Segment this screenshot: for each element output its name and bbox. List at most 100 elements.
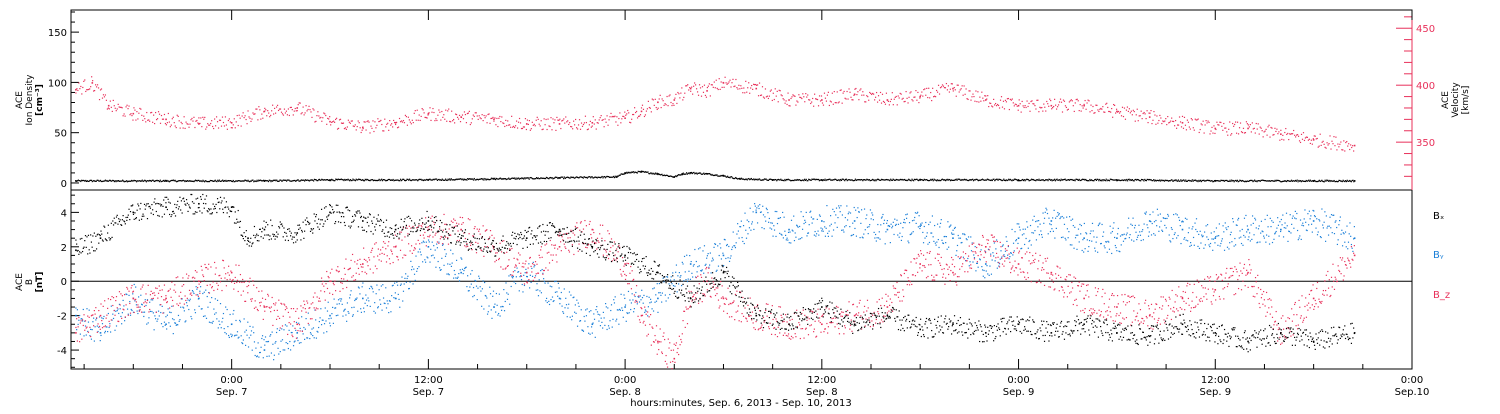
by-sample — [818, 235, 819, 236]
velocity-sample — [482, 114, 483, 115]
ion-density-sample — [494, 178, 495, 179]
ion-density-sample — [1354, 180, 1355, 181]
by-sample — [923, 242, 924, 243]
velocity-sample — [1330, 148, 1331, 149]
velocity-sample — [1133, 110, 1134, 111]
velocity-sample — [1233, 126, 1234, 127]
by-sample — [1145, 213, 1146, 214]
by-sample — [157, 318, 158, 319]
by-sample — [505, 301, 506, 302]
by-sample — [199, 291, 200, 292]
by-sample — [1164, 225, 1165, 226]
by-sample — [572, 316, 573, 317]
by-sample — [834, 211, 835, 212]
velocity-sample — [878, 95, 879, 96]
velocity-point — [132, 113, 134, 115]
by-sample — [268, 341, 269, 342]
by-sample — [1291, 224, 1292, 225]
velocity-sample — [707, 87, 708, 88]
by-sample — [1059, 218, 1060, 219]
by-sample — [142, 312, 143, 313]
by-sample — [262, 335, 263, 336]
by-sample — [497, 305, 498, 306]
bz-sample — [134, 312, 135, 313]
velocity-sample — [495, 124, 496, 125]
by-sample — [295, 330, 296, 331]
by-sample — [315, 319, 316, 320]
by-sample — [1056, 216, 1057, 217]
by-sample — [1272, 242, 1273, 243]
by-sample — [815, 235, 816, 236]
by-sample — [892, 226, 893, 227]
by-sample — [940, 223, 941, 224]
by-sample — [1340, 216, 1341, 217]
by-sample — [529, 287, 530, 288]
by-sample — [634, 308, 635, 309]
ion-density-sample — [436, 178, 437, 179]
by-sample — [433, 245, 434, 246]
velocity-sample — [681, 87, 682, 88]
by-sample — [191, 318, 192, 319]
velocity-sample — [158, 111, 159, 112]
by-sample — [604, 325, 605, 326]
by-sample — [501, 310, 502, 311]
by-sample — [804, 220, 805, 221]
by-sample — [455, 277, 456, 278]
by-sample — [774, 229, 775, 230]
by-sample — [372, 288, 373, 289]
velocity-sample — [1017, 106, 1018, 107]
velocity-sample — [1344, 150, 1345, 151]
by-sample — [1283, 236, 1284, 237]
by-sample — [734, 245, 735, 246]
ion-density-sample — [604, 176, 605, 177]
by-sample — [553, 300, 554, 301]
by-sample — [78, 320, 79, 321]
velocity-sample — [1153, 111, 1154, 112]
velocity-sample — [579, 119, 580, 120]
by-sample — [196, 286, 197, 287]
by-sample — [1135, 232, 1136, 233]
by-sample — [1020, 229, 1021, 230]
by-sample — [1297, 230, 1298, 231]
velocity-sample — [914, 96, 915, 97]
by-sample — [1268, 236, 1269, 237]
by-sample — [1161, 230, 1162, 231]
by-sample — [674, 279, 675, 280]
velocity-sample — [1324, 144, 1325, 145]
by-sample — [222, 318, 223, 319]
by-sample — [725, 258, 726, 259]
by-sample — [601, 318, 602, 319]
velocity-sample — [1025, 105, 1026, 106]
velocity-sample — [647, 108, 648, 109]
ion-density-sample — [844, 180, 845, 181]
by-sample — [107, 331, 108, 332]
velocity-sample — [594, 123, 595, 124]
by-sample — [92, 321, 93, 322]
velocity-sample — [1123, 116, 1124, 117]
velocity-sample — [1145, 113, 1146, 114]
by-sample — [308, 324, 309, 325]
velocity-sample — [725, 77, 726, 78]
velocity-sample — [1012, 98, 1013, 99]
top-right-tick-label: 450 — [1416, 24, 1435, 35]
by-sample — [1003, 244, 1004, 245]
by-sample — [1196, 218, 1197, 219]
velocity-sample — [730, 86, 731, 87]
by-sample — [431, 255, 432, 256]
velocity-sample — [623, 116, 624, 117]
by-sample — [330, 325, 331, 326]
velocity-sample — [1245, 132, 1246, 133]
velocity-sample — [203, 119, 204, 120]
velocity-sample — [209, 125, 210, 126]
by-sample — [1302, 223, 1303, 224]
velocity-sample — [466, 122, 467, 123]
by-sample — [558, 283, 559, 284]
velocity-sample — [390, 125, 391, 126]
by-sample — [90, 329, 91, 330]
velocity-sample — [868, 100, 869, 101]
by-sample — [180, 307, 181, 308]
velocity-sample — [94, 90, 95, 91]
velocity-sample — [692, 94, 693, 95]
by-sample — [167, 315, 168, 316]
velocity-sample — [819, 95, 820, 96]
